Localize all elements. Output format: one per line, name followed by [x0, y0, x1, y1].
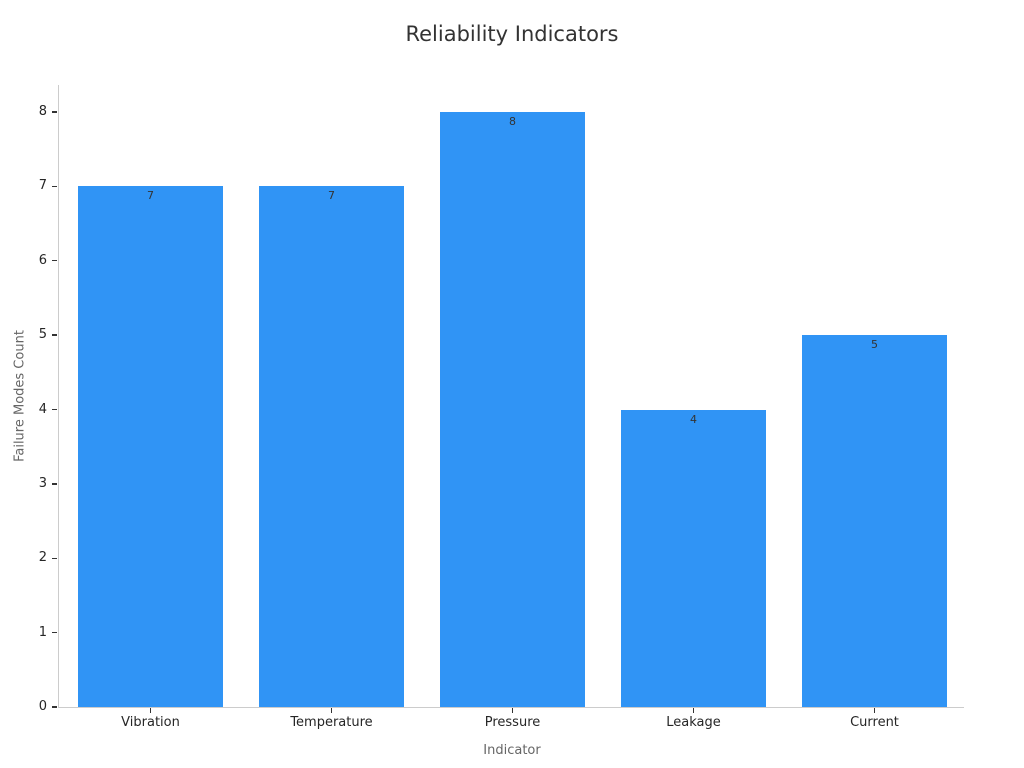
bar-temperature — [259, 186, 404, 707]
y-tick-label: 2 — [38, 550, 47, 566]
y-tick — [52, 111, 57, 113]
bar-current — [802, 335, 947, 707]
bar-value-label: 5 — [871, 338, 878, 352]
x-tick-label-pressure: Pressure — [484, 715, 541, 730]
x-tick — [692, 708, 695, 713]
bar-value-label: 7 — [328, 189, 335, 203]
y-tick-label: 7 — [38, 178, 47, 194]
x-tick — [149, 708, 152, 713]
chart-title: Reliability Indicators — [405, 22, 619, 46]
bar-value-label: 7 — [147, 189, 154, 203]
bar-vibration — [78, 186, 223, 707]
y-axis-label: Failure Modes Count — [12, 330, 28, 462]
x-tick-label-temperature: Temperature — [290, 715, 373, 730]
x-axis-spine — [58, 707, 964, 708]
y-tick — [52, 706, 57, 708]
y-tick — [52, 408, 57, 411]
y-tick-label: 8 — [38, 104, 47, 119]
x-tick — [873, 708, 876, 713]
x-tick-label-leakage: Leakage — [666, 715, 721, 730]
y-tick-label: 5 — [38, 327, 47, 343]
y-tick — [52, 334, 57, 336]
y-tick-label: 4 — [38, 401, 47, 417]
bar-value-label: 4 — [690, 412, 697, 426]
x-tick-label-current: Current — [850, 715, 899, 730]
y-tick — [52, 260, 57, 262]
y-tick-label: 6 — [38, 252, 47, 268]
y-tick — [52, 631, 57, 634]
y-tick-label: 0 — [38, 699, 47, 714]
y-axis-spine — [58, 85, 59, 707]
y-tick — [52, 557, 57, 559]
y-tick-label: 3 — [38, 475, 47, 491]
x-tick-label-vibration: Vibration — [121, 715, 180, 730]
bar-pressure — [440, 112, 585, 707]
bar-value-label: 8 — [509, 115, 516, 128]
x-tick — [330, 708, 333, 713]
x-tick — [511, 708, 514, 713]
y-tick-label: 1 — [38, 624, 47, 640]
y-tick — [52, 483, 57, 485]
bar-leakage — [621, 409, 766, 707]
y-tick — [52, 185, 57, 188]
x-axis-label: Indicator — [483, 743, 541, 758]
